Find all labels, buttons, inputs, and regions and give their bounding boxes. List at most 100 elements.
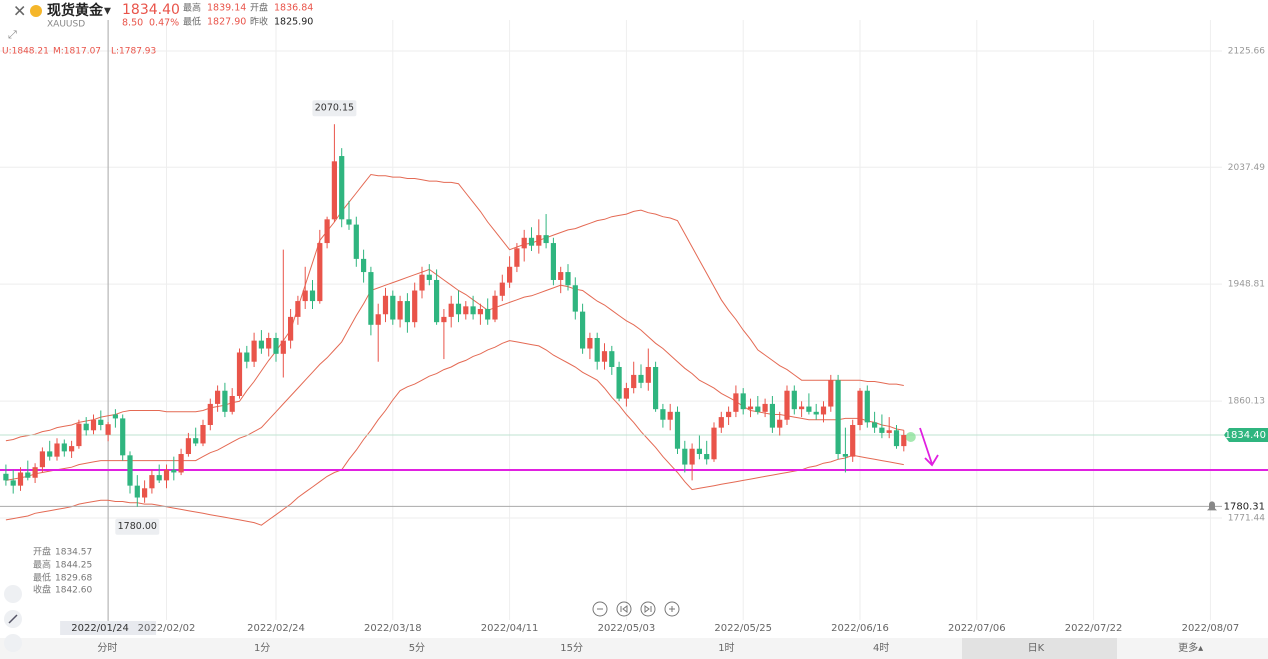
candle-body <box>47 451 53 457</box>
indicator-tool[interactable] <box>4 585 22 603</box>
candle-body <box>674 411 681 449</box>
ohlc-panel: 开盘 1834.57 最高 1844.25 最低 1829.68 收盘 1842… <box>33 546 92 596</box>
candle-body <box>200 425 206 444</box>
close-icon[interactable]: ✕ <box>13 2 26 21</box>
stat-value: 1827.90 <box>207 17 246 28</box>
x-tick-label: 2022/03/18 <box>364 623 422 634</box>
candle-body <box>645 366 651 383</box>
candle-body <box>32 467 38 478</box>
dropdown-caret[interactable]: ▼ <box>104 7 111 17</box>
candle-body <box>492 295 498 320</box>
current-price-label: 1834.40 <box>1225 430 1266 441</box>
zoom-out-button[interactable] <box>592 601 608 617</box>
candle-body <box>69 446 75 452</box>
candle-body <box>791 390 797 410</box>
candle-body <box>142 488 148 498</box>
candle-body <box>331 161 337 220</box>
candle-body <box>251 340 257 362</box>
candle-body <box>550 243 556 280</box>
candle-body <box>704 454 710 460</box>
candle-body <box>441 316 447 323</box>
timeframe-tab[interactable]: 15分 <box>560 642 583 654</box>
candle-body <box>850 425 856 457</box>
candle-body <box>886 430 892 433</box>
candle-body <box>799 406 805 410</box>
start-button[interactable] <box>616 601 632 617</box>
candle-body <box>76 423 82 447</box>
end-button[interactable] <box>640 601 656 617</box>
candle-body <box>842 454 848 457</box>
candle-body <box>828 380 834 407</box>
candle-body <box>353 224 359 259</box>
ohlc-value: 1834.57 <box>55 548 92 558</box>
candle-body <box>777 419 783 428</box>
candle-body <box>236 352 243 396</box>
candle-body <box>215 390 221 404</box>
candle-body <box>623 388 629 399</box>
stat-value: 1839.14 <box>207 3 246 14</box>
timeframe-tab[interactable]: 5分 <box>409 642 425 654</box>
x-tick-label: 2022/05/25 <box>714 623 772 634</box>
candle-body <box>470 306 476 315</box>
candle-body <box>244 352 250 362</box>
instrument-name[interactable]: 现货黄金 <box>47 2 104 19</box>
x-tick-label: 2022/02/24 <box>247 623 305 634</box>
candle-body <box>638 374 644 383</box>
candle-body <box>83 423 89 431</box>
y-tick-label: 2125.66 <box>1228 47 1265 57</box>
candle-body <box>879 427 885 433</box>
candle-body <box>747 406 754 410</box>
candle-body <box>558 272 564 280</box>
candle-body <box>178 454 184 473</box>
zoom-in-button[interactable] <box>664 601 680 617</box>
active-tab <box>962 638 1117 659</box>
timeframe-tab[interactable]: 1分 <box>254 642 270 654</box>
candle-body <box>784 390 790 420</box>
candle-body <box>149 475 155 489</box>
candle-body <box>536 235 542 246</box>
plot-layer: 1771.44 1860.13 1948.81 2037.49 2125.66 2022/… <box>0 20 1268 635</box>
candle-body <box>901 435 907 447</box>
crosshair-date-box <box>60 621 157 635</box>
candle-body <box>302 290 308 302</box>
candle-body <box>653 366 659 410</box>
candle-body <box>317 243 323 302</box>
candle-body <box>601 351 608 362</box>
band-lower <box>5 340 904 526</box>
candle-body <box>207 403 213 426</box>
candle-body <box>463 306 469 315</box>
x-tick-label: 2022/06/16 <box>831 623 889 634</box>
end-glyph <box>644 605 652 613</box>
candle-body <box>127 455 133 486</box>
candle-body <box>266 337 272 349</box>
candle-body <box>171 469 177 473</box>
candle-body <box>609 351 615 367</box>
candle-body <box>273 337 279 354</box>
candle-body <box>682 448 688 465</box>
candle-body <box>455 303 462 315</box>
candle-body <box>295 301 301 317</box>
indicator-middle: M:1817.07 <box>53 47 101 57</box>
compare-tool[interactable] <box>4 634 22 652</box>
alert-box <box>1224 499 1268 514</box>
candle-body <box>258 340 264 349</box>
candle-body <box>711 427 717 460</box>
candle-body <box>521 237 527 249</box>
min-label: 1780.00 <box>118 521 157 532</box>
timeframe-tab[interactable]: 4时 <box>873 642 889 654</box>
candle-body <box>412 290 418 323</box>
candle-body <box>565 272 571 286</box>
candle-body <box>769 403 775 428</box>
timeframe-tab[interactable]: 1时 <box>718 642 734 654</box>
expand-icon[interactable]: ⤢ <box>8 28 17 41</box>
timeframe-tab[interactable]: 分时 <box>97 642 117 654</box>
timeframe-tab[interactable]: 更多▴ <box>1178 641 1203 654</box>
candle-body <box>390 295 396 320</box>
start-glyph <box>620 605 628 613</box>
timeframe-tab[interactable]: 日K <box>1028 643 1045 654</box>
candle-body <box>419 274 425 291</box>
stat-value: 1825.90 <box>274 17 313 28</box>
drawn-arrow <box>919 427 939 467</box>
candle-body <box>156 475 162 481</box>
candle-body <box>762 403 768 412</box>
